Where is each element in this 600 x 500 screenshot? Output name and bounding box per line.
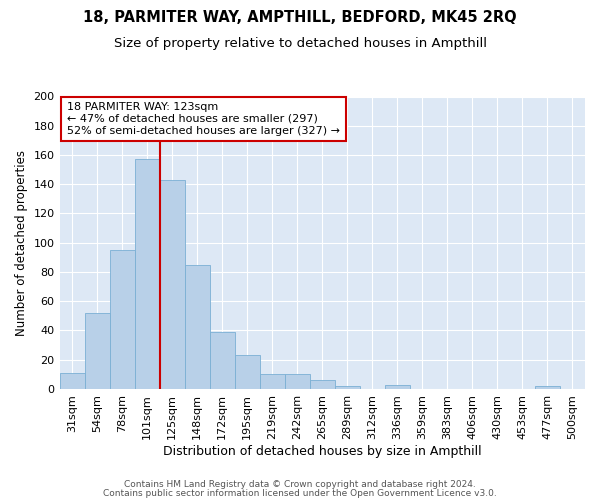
Bar xyxy=(260,374,285,389)
Bar xyxy=(134,160,160,389)
Text: Contains public sector information licensed under the Open Government Licence v3: Contains public sector information licen… xyxy=(103,488,497,498)
Text: Contains HM Land Registry data © Crown copyright and database right 2024.: Contains HM Land Registry data © Crown c… xyxy=(124,480,476,489)
Bar xyxy=(335,386,360,389)
Bar xyxy=(85,313,110,389)
Bar xyxy=(385,384,410,389)
X-axis label: Distribution of detached houses by size in Ampthill: Distribution of detached houses by size … xyxy=(163,444,482,458)
Text: 18 PARMITER WAY: 123sqm
← 47% of detached houses are smaller (297)
52% of semi-d: 18 PARMITER WAY: 123sqm ← 47% of detache… xyxy=(67,102,340,136)
Bar xyxy=(160,180,185,389)
Bar xyxy=(235,356,260,389)
Y-axis label: Number of detached properties: Number of detached properties xyxy=(15,150,28,336)
Text: 18, PARMITER WAY, AMPTHILL, BEDFORD, MK45 2RQ: 18, PARMITER WAY, AMPTHILL, BEDFORD, MK4… xyxy=(83,10,517,25)
Bar xyxy=(59,373,85,389)
Bar xyxy=(110,250,134,389)
Bar xyxy=(310,380,335,389)
Bar xyxy=(285,374,310,389)
Text: Size of property relative to detached houses in Ampthill: Size of property relative to detached ho… xyxy=(113,38,487,51)
Bar xyxy=(535,386,560,389)
Bar xyxy=(185,264,209,389)
Bar xyxy=(209,332,235,389)
